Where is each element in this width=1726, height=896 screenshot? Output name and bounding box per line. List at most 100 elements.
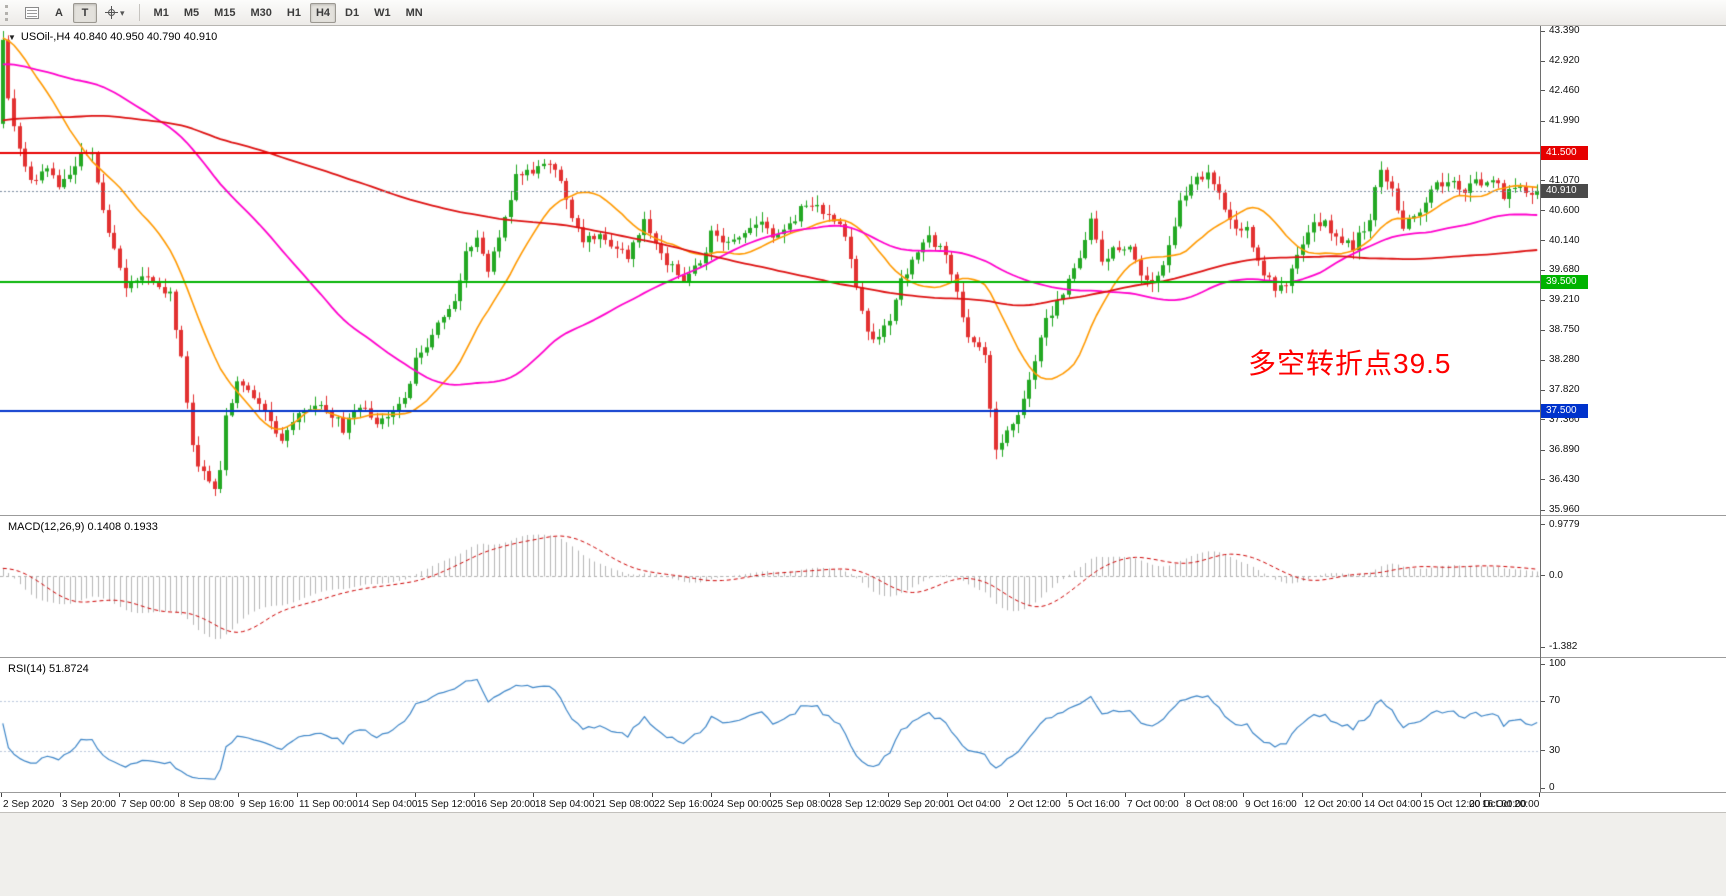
price-axis-label: 39.680 [1549, 264, 1580, 276]
font-tool-button[interactable]: A [47, 3, 71, 23]
time-axis-tick [1125, 793, 1126, 797]
macd-axis-label: -1.382 [1549, 641, 1578, 653]
rsi-axis-label: 100 [1549, 658, 1566, 669]
time-axis-label: 2 Sep 2020 [3, 799, 55, 810]
time-axis-tick [533, 793, 534, 797]
price-axis-label: 41.990 [1549, 115, 1580, 127]
pane-separator[interactable] [0, 515, 1726, 516]
price-axis-label: 42.460 [1549, 84, 1580, 96]
time-axis-tick [829, 793, 830, 797]
price-axis-tick [1541, 299, 1545, 301]
price-axis-tick [1541, 180, 1545, 182]
rsi-axis-tick [1541, 787, 1545, 789]
text-tool-button[interactable]: T [73, 2, 97, 23]
time-axis-label: 1 Oct 04:00 [949, 799, 1001, 810]
price-axis-label: 42.920 [1549, 55, 1580, 67]
price-axis-label: 40.140 [1549, 234, 1580, 246]
hline-price-flag: 39.500 [1541, 274, 1588, 289]
time-axis-label: 12 Oct 20:00 [1304, 799, 1362, 810]
crosshair-tool-button[interactable]: ▾ [99, 3, 131, 23]
toolbar-grip-handle[interactable] [5, 4, 12, 21]
time-axis-label: 16 Oct 20:00 [1482, 799, 1540, 810]
time-axis-tick [60, 793, 61, 797]
rsi-axis-tick [1541, 750, 1545, 752]
time-axis-tick [238, 793, 239, 797]
time-axis-tick [770, 793, 771, 797]
time-axis-tick [1243, 793, 1244, 797]
timeframe-button-h1[interactable]: H1 [281, 3, 307, 23]
time-axis-tick [474, 793, 475, 797]
timeframe-button-m5[interactable]: M5 [178, 3, 205, 23]
time-axis-label: 9 Oct 16:00 [1245, 799, 1297, 810]
time-axis-label: 2 Oct 12:00 [1009, 799, 1061, 810]
chart-title: ▼ USOil-,H4 40.840 40.950 40.790 40.910 [8, 31, 217, 43]
time-axis-tick [1007, 793, 1008, 797]
price-axis-tick [1541, 210, 1545, 212]
time-axis-tick [593, 793, 594, 797]
current-price-flag: 40.910 [1541, 183, 1588, 198]
time-axis-tick [652, 793, 653, 797]
time-axis: 2 Sep 2020 3 Sep 20:00 7 Sep 00:00 8 Sep 08… [0, 793, 1726, 812]
rsi-axis-tick [1541, 700, 1545, 702]
price-axis-label: 40.600 [1549, 204, 1580, 216]
price-axis-label: 35.960 [1549, 504, 1580, 515]
rsi-indicator-pane[interactable] [0, 658, 1540, 792]
time-axis-tick [178, 793, 179, 797]
rsi-indicator-label: RSI(14) 51.8724 [8, 663, 89, 675]
price-axis-label: 43.390 [1549, 25, 1580, 36]
time-axis-label: 11 Sep 00:00 [299, 799, 358, 810]
macd-axis-tick [1541, 524, 1545, 526]
time-axis-label: 8 Oct 08:00 [1186, 799, 1238, 810]
time-axis-label: 21 Sep 08:00 [595, 799, 655, 810]
time-axis-label: 18 Sep 04:00 [535, 799, 595, 810]
timeframe-button-d1[interactable]: D1 [339, 3, 365, 23]
price-axis-label: 36.890 [1549, 444, 1580, 456]
crosshair-icon [105, 6, 118, 19]
timeframe-button-m1[interactable]: M1 [148, 3, 175, 23]
time-axis-label: 14 Oct 04:00 [1364, 799, 1422, 810]
hline-price-flag: 37.500 [1541, 403, 1588, 418]
price-axis-tick [1541, 90, 1545, 92]
time-axis-label: 20 Oct 00:00 [1469, 799, 1527, 810]
timeframe-button-h4[interactable]: H4 [309, 2, 337, 23]
price-axis-tick [1541, 509, 1545, 511]
macd-indicator-pane[interactable] [0, 516, 1540, 657]
chart-list-button[interactable] [19, 3, 45, 23]
time-axis-label: 29 Sep 20:00 [890, 799, 950, 810]
price-axis-tick [1541, 240, 1545, 242]
timeframe-button-w1[interactable]: W1 [368, 3, 397, 23]
toolbar-separator [138, 4, 140, 21]
time-axis-tick [1480, 793, 1481, 797]
price-axis-label: 36.430 [1549, 473, 1580, 485]
pane-separator[interactable] [0, 657, 1726, 658]
price-axis-label: 37.360 [1549, 413, 1580, 425]
main-price-chart[interactable] [0, 26, 1540, 515]
chart-list-icon [25, 6, 39, 19]
time-axis-tick [415, 793, 416, 797]
time-axis-label: 5 Oct 16:00 [1068, 799, 1120, 810]
time-axis-label: 9 Sep 16:00 [240, 799, 294, 810]
rsi-axis-label: 30 [1549, 744, 1561, 756]
macd-axis-label: 0.9779 [1549, 518, 1580, 530]
time-axis-label: 7 Sep 00:00 [121, 799, 175, 810]
time-axis-tick [947, 793, 948, 797]
chart-annotation: 多空转折点39.5 [1248, 348, 1452, 379]
price-axis-tick [1541, 30, 1545, 32]
price-axis-label: 37.820 [1549, 384, 1580, 396]
price-axis-tick [1541, 359, 1545, 361]
timeframe-button-m30[interactable]: M30 [245, 3, 278, 23]
time-axis-label: 28 Sep 12:00 [831, 799, 891, 810]
timeframe-button-m15[interactable]: M15 [208, 3, 241, 23]
rsi-axis-label: 70 [1549, 695, 1561, 707]
toolbar: A T ▾ M1 M5 M15 M30 H1 H4 D1 W1 MN [0, 0, 1726, 26]
timeframe-button-mn[interactable]: MN [400, 3, 429, 23]
time-axis-label: 7 Oct 00:00 [1127, 799, 1179, 810]
bottom-area [0, 812, 1726, 896]
macd-axis-tick [1541, 646, 1545, 648]
time-axis-tick [1539, 793, 1540, 797]
hline-price-flag: 41.500 [1541, 145, 1588, 160]
time-axis-label: 24 Sep 00:00 [713, 799, 773, 810]
time-axis-label: 16 Sep 20:00 [476, 799, 536, 810]
macd-axis-tick [1541, 575, 1545, 577]
